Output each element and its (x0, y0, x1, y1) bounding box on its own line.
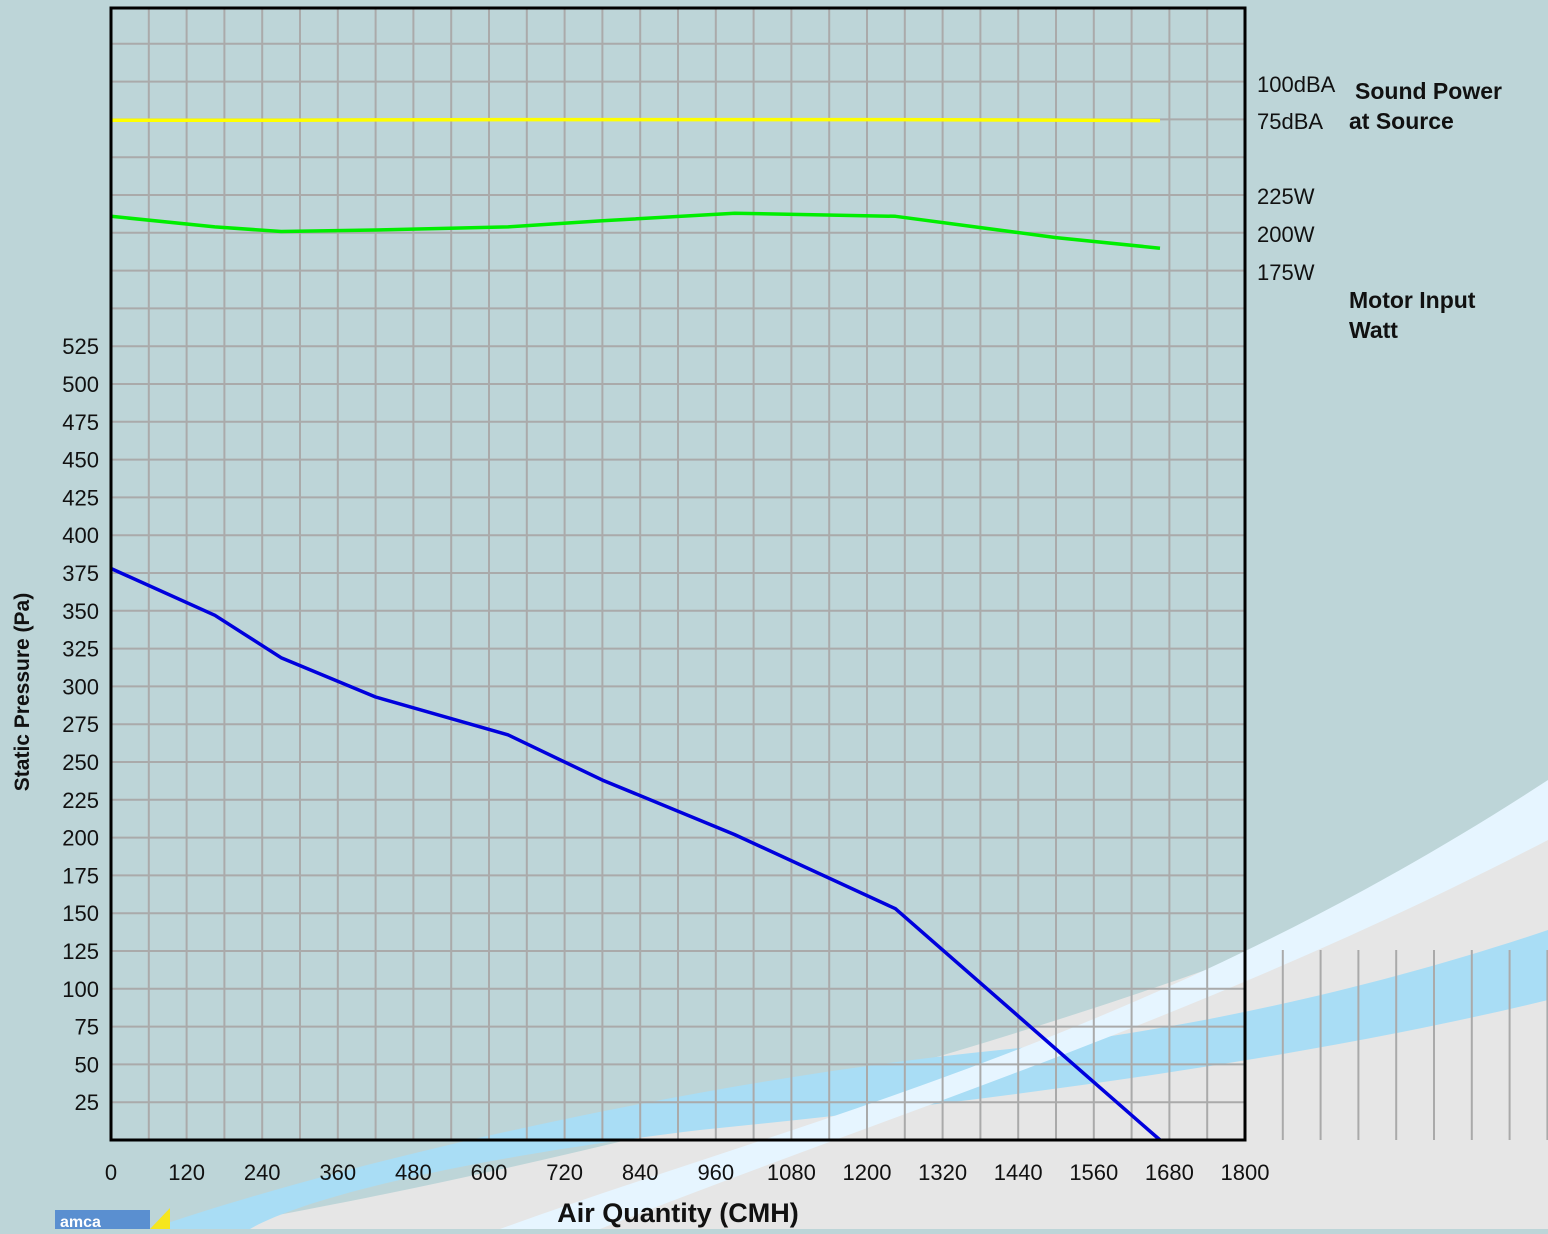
x-tick-label: 600 (471, 1160, 508, 1185)
y-tick-label: 225 (62, 788, 99, 813)
gray-band (0, 830, 1548, 1229)
y-tick-label: 375 (62, 561, 99, 586)
series-layer (110, 117, 1162, 1142)
x-tick-label: 480 (395, 1160, 432, 1185)
y-tick-label: 300 (62, 674, 99, 699)
y-tick-label: 275 (62, 712, 99, 737)
x-tick-label: 1800 (1221, 1160, 1270, 1185)
motor-input-axis: 225W 200W 175W Motor Input Watt (1257, 184, 1476, 343)
y-tick-label: 50 (75, 1052, 99, 1077)
right-tick-label: 225W (1257, 184, 1315, 209)
x-tick-label: 240 (244, 1160, 281, 1185)
x-tick-label: 0 (105, 1160, 117, 1185)
x-tick-label: 120 (168, 1160, 205, 1185)
static-pressure-curve (110, 566, 1162, 1142)
y-tick-label: 400 (62, 523, 99, 548)
y-tick-label: 100 (62, 977, 99, 1002)
swoosh-blue (150, 930, 1548, 1229)
y-tick-labels: 25 50 75 100 125 150 175 200 225 250 275 300 325 350 3… (62, 334, 99, 1115)
x-tick-label: 720 (546, 1160, 583, 1185)
right-tick-label: 100dBA (1257, 72, 1336, 97)
x-tick-label: 1680 (1145, 1160, 1194, 1185)
y-tick-label: 450 (62, 448, 99, 473)
x-axis-title: Air Quantity (CMH) (557, 1198, 798, 1228)
right-tick-label: 200W (1257, 222, 1315, 247)
x-tick-label: 840 (622, 1160, 659, 1185)
y-tick-label: 350 (62, 599, 99, 624)
right-tick-label: 175W (1257, 260, 1315, 285)
x-tick-label: 1440 (994, 1160, 1043, 1185)
x-tick-label: 1080 (767, 1160, 816, 1185)
y-tick-label: 175 (62, 863, 99, 888)
y-tick-label: 425 (62, 485, 99, 510)
x-tick-label: 1320 (918, 1160, 967, 1185)
y-tick-label: 25 (75, 1090, 99, 1115)
x-tick-labels: 0 120 240 360 480 600 720 840 960 1080 1200 1320 144… (105, 1160, 1270, 1185)
amca-logo: amca (55, 1208, 170, 1231)
motor-input-title-line2: Watt (1349, 317, 1398, 343)
y-tick-label: 325 (62, 637, 99, 662)
sound-power-curve (111, 117, 1161, 123)
y-tick-label: 75 (75, 1015, 99, 1040)
y-tick-label: 475 (62, 410, 99, 435)
logo-yellow-mark (150, 1208, 170, 1229)
sound-power-axis: 100dBA 75dBA Sound Power at Source (1257, 72, 1502, 134)
x-tick-label: 1200 (843, 1160, 892, 1185)
logo-box (55, 1210, 150, 1229)
y-tick-label: 525 (62, 334, 99, 359)
background-decoration (0, 780, 1548, 1229)
sound-power-title: Sound Power (1355, 78, 1502, 104)
right-tick-label: 75dBA (1257, 109, 1323, 134)
y-tick-label: 500 (62, 372, 99, 397)
x-tick-label: 360 (319, 1160, 356, 1185)
motor-input-curve (110, 211, 1161, 250)
x-tick-label: 960 (697, 1160, 734, 1185)
sound-power-title-line2: at Source (1349, 108, 1454, 134)
motor-input-title: Motor Input (1349, 287, 1476, 313)
plot-frame (109, 6, 1247, 1142)
logo-text: amca (60, 1214, 101, 1229)
y-tick-label: 125 (62, 939, 99, 964)
x-tick-label: 1560 (1069, 1160, 1118, 1185)
y-tick-label: 250 (62, 750, 99, 775)
y-axis-title: Static Pressure (Pa) (11, 593, 34, 791)
y-tick-label: 150 (62, 901, 99, 926)
y-tick-label: 200 (62, 826, 99, 851)
